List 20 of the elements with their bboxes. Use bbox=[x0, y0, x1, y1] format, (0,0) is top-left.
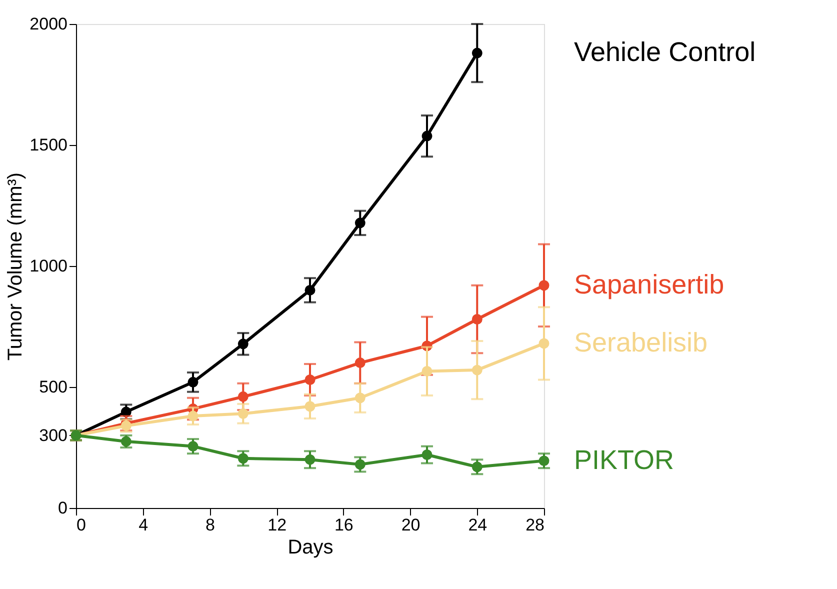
y-axis-title: Tumor Volume (mm³) bbox=[4, 172, 27, 361]
y-tick-label: 500 bbox=[39, 378, 68, 396]
x-tick-label: 24 bbox=[468, 516, 488, 534]
x-tick-label: 28 bbox=[526, 516, 544, 534]
y-tick-label: 300 bbox=[39, 426, 68, 445]
y-tick-label: 0 bbox=[58, 498, 68, 518]
x-tick-label: 12 bbox=[268, 516, 287, 534]
text: Vehicle Control bbox=[574, 37, 756, 68]
x-tick-label: 4 bbox=[138, 516, 148, 534]
y-tick-label: 1000 bbox=[30, 256, 68, 276]
series-label: Sapanisertib bbox=[574, 269, 724, 300]
x-tick-label: 16 bbox=[334, 516, 354, 534]
series-label: PIKTOR bbox=[574, 444, 674, 475]
x-axis-title: Days bbox=[288, 536, 334, 558]
x-tick-label: 8 bbox=[205, 516, 215, 534]
y-tick-label: 1500 bbox=[30, 136, 68, 154]
y-tick-label: 2000 bbox=[30, 14, 68, 34]
series-label: Serabelisib bbox=[574, 327, 708, 358]
x-tick-label: 20 bbox=[401, 516, 420, 534]
x-tick-label: 0 bbox=[76, 516, 86, 534]
